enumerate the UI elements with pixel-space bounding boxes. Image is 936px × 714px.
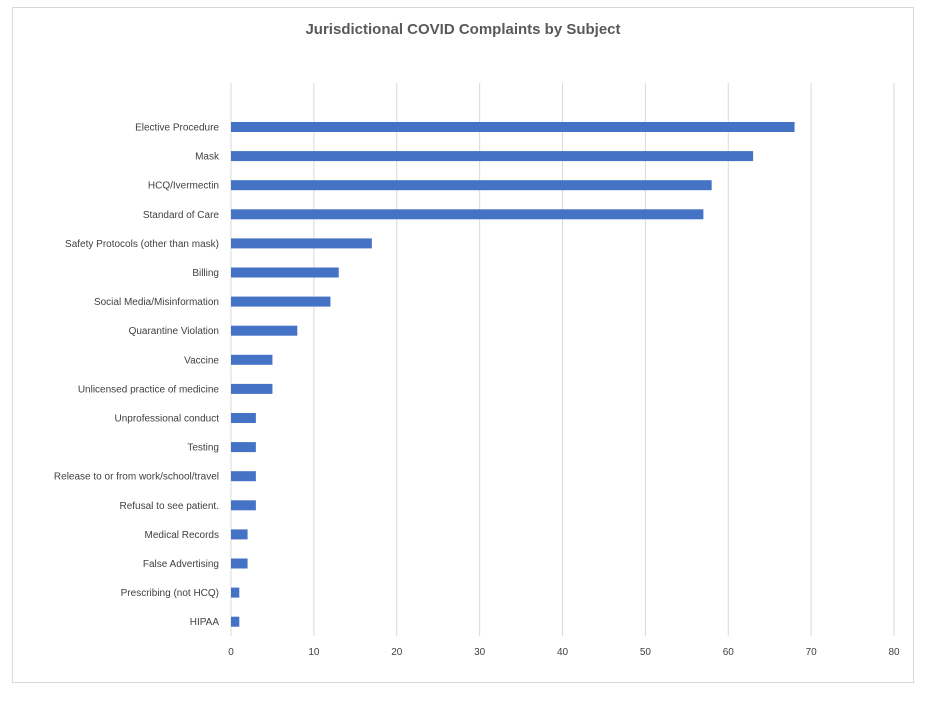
bars <box>231 122 795 627</box>
bar <box>231 413 256 423</box>
x-tick-label: 10 <box>308 647 320 658</box>
x-axis-tick-labels: 0 10 20 30 40 50 60 70 80 <box>228 647 900 658</box>
category-label: Unprofessional conduct <box>114 414 219 425</box>
bar <box>231 180 712 191</box>
category-label: Testing <box>187 443 219 454</box>
bar <box>231 587 240 598</box>
category-label: Medical Records <box>145 530 219 541</box>
bar <box>231 267 339 278</box>
x-tick-label: 70 <box>806 647 818 658</box>
category-label: HIPAA <box>190 617 220 628</box>
bar <box>231 616 240 627</box>
x-tick-label: 80 <box>888 647 900 658</box>
bar <box>231 122 795 132</box>
bar <box>231 500 256 511</box>
bar <box>231 383 273 394</box>
bar <box>231 325 298 336</box>
category-label: HCQ/Ivermectin <box>148 181 219 192</box>
category-label: Billing <box>192 268 219 279</box>
category-label: Elective Procedure <box>135 123 219 134</box>
bar <box>231 558 248 569</box>
category-label: Social Media/Misinformation <box>94 297 219 308</box>
chart-title: Jurisdictional COVID Complaints by Subje… <box>305 21 620 38</box>
bar <box>231 529 248 540</box>
category-label: Vaccine <box>184 355 219 366</box>
category-label: Unlicensed practice of medicine <box>78 384 220 395</box>
x-tick-label: 60 <box>723 647 735 658</box>
category-label: Safety Protocols (other than mask) <box>65 239 219 250</box>
x-tick-label: 30 <box>474 647 486 658</box>
category-label: False Advertising <box>143 559 219 570</box>
x-tick-label: 40 <box>557 647 569 658</box>
x-tick-label: 50 <box>640 647 652 658</box>
bar <box>231 296 331 307</box>
category-labels: Elective Procedure Mask HCQ/Ivermectin Stan… <box>54 123 220 629</box>
category-label: Standard of Care <box>143 210 220 221</box>
bar <box>231 209 704 220</box>
bar <box>231 354 273 365</box>
bar <box>231 471 256 482</box>
category-label: Prescribing (not HCQ) <box>121 588 219 599</box>
chart-frame <box>12 7 914 683</box>
category-label: Refusal to see patient. <box>119 501 219 512</box>
x-tick-label: 20 <box>391 647 403 658</box>
bar <box>231 442 256 453</box>
gridlines <box>230 83 895 636</box>
x-tick-label: 0 <box>228 647 234 658</box>
bar <box>231 151 754 162</box>
category-label: Release to or from work/school/travel <box>54 472 219 483</box>
category-label: Mask <box>195 152 220 163</box>
bar <box>231 238 372 249</box>
category-label: Quarantine Violation <box>129 326 219 337</box>
